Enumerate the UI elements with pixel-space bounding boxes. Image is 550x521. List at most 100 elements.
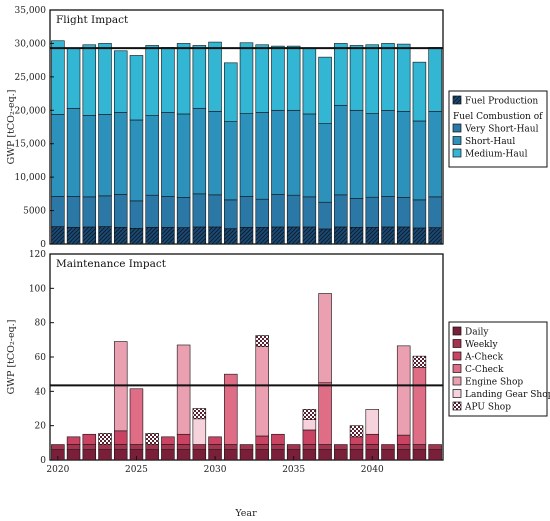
flight-bar-fuel-production-2026 — [145, 226, 159, 245]
flight-bar-medium-haul-2033 — [255, 44, 269, 113]
flight-bar-short-haul-2033 — [255, 111, 269, 200]
flight-bar-medium-haul-2037 — [318, 56, 332, 124]
maintenance-bar-daily-2039 — [349, 449, 364, 461]
flight-y-tick-label: 30,000 — [15, 39, 47, 49]
maintenance-bar-daily-2034 — [271, 449, 285, 461]
maintenance-bar-c-check-2031 — [224, 373, 238, 445]
flight-legend-subheading: Fuel Combustion of — [453, 112, 543, 122]
maintenance-bar-daily-2037 — [318, 449, 332, 461]
maintenance-bar-a-check-2021 — [66, 436, 81, 445]
flight-legend-label: Short-Haul — [465, 137, 515, 147]
maintenance-bars — [51, 293, 442, 461]
flight-bar-very-short-haul-2033 — [255, 198, 269, 228]
flight-bar-medium-haul-2043 — [412, 61, 427, 122]
flight-bar-short-haul-2029 — [192, 107, 207, 195]
maintenance-bar-weekly-2029 — [192, 444, 207, 450]
maintenance-bar-weekly-2030 — [208, 444, 222, 450]
maintenance-bar-weekly-2037 — [318, 444, 332, 450]
maintenance-legend-swatch — [452, 339, 462, 348]
flight-bar-short-haul-2038 — [334, 104, 348, 196]
maintenance-bar-a-check-2022 — [82, 433, 97, 445]
flight-bar-medium-haul-2021 — [66, 47, 81, 109]
maintenance-bar-daily-2021 — [66, 449, 81, 461]
flight-bar-short-haul-2026 — [145, 115, 159, 196]
flight-legend-label: Very Short-Haul — [464, 125, 539, 135]
maintenance-bar-daily-2042 — [396, 449, 411, 461]
maintenance-bar-engine-shop-2033 — [255, 346, 269, 437]
maintenance-bar-weekly-2026 — [145, 444, 159, 450]
maintenance-bar-weekly-2044 — [428, 444, 442, 450]
flight-bar-fuel-production-2037 — [318, 228, 332, 245]
flight-y-tick-label: 25,000 — [15, 73, 47, 83]
x-tick-label: 2030 — [204, 465, 227, 475]
maintenance-bar-engine-shop-2028 — [176, 344, 191, 435]
maintenance-bar-apu-shop-2033 — [255, 335, 269, 348]
flight-bar-medium-haul-2038 — [334, 43, 348, 106]
flight-bar-fuel-production-2020 — [51, 226, 65, 245]
flight-bar-fuel-production-2023 — [98, 226, 112, 245]
flight-bars — [51, 40, 442, 245]
maintenance-bar-weekly-2021 — [66, 444, 81, 450]
flight-impact-panel: 0 5000 10,000 15,000 20,000 25,000 30,000 35,00… — [6, 6, 548, 250]
flight-bar-short-haul-2027 — [161, 111, 175, 197]
flight-bar-fuel-production-2042 — [396, 226, 411, 245]
maintenance-bar-weekly-2032 — [239, 444, 254, 450]
flight-bar-very-short-haul-2024 — [113, 194, 128, 228]
maintenance-bar-daily-2036 — [302, 449, 317, 461]
flight-bar-fuel-production-2024 — [113, 226, 128, 245]
flight-y-tick-label: 10,000 — [15, 173, 47, 183]
maintenance-plot-frame — [49, 253, 444, 461]
flight-bar-very-short-haul-2030 — [208, 194, 222, 228]
flight-bar-very-short-haul-2023 — [98, 195, 112, 227]
maintenance-bar-weekly-2022 — [82, 444, 97, 450]
maintenance-y-tick-label: 60 — [35, 353, 47, 363]
flight-y-tick-label: 5000 — [23, 207, 46, 217]
maintenance-bar-weekly-2028 — [176, 444, 191, 450]
flight-legend-swatch — [452, 148, 462, 158]
flight-bar-very-short-haul-2036 — [302, 196, 317, 228]
flight-bar-very-short-haul-2026 — [145, 194, 159, 228]
maintenance-bar-a-check-2024 — [113, 430, 128, 445]
maintenance-bar-weekly-2041 — [381, 444, 395, 450]
maintenance-bar-landing-gear-shop-2029 — [192, 418, 207, 445]
flight-bar-medium-haul-2041 — [381, 43, 395, 111]
flight-bar-medium-haul-2030 — [208, 41, 222, 112]
x-tick-label: 2025 — [125, 465, 148, 475]
flight-bar-short-haul-2024 — [113, 111, 128, 195]
maintenance-bar-daily-2044 — [428, 449, 442, 461]
flight-legend-label: Medium-Haul — [465, 150, 528, 160]
flight-bar-fuel-production-2032 — [239, 226, 254, 245]
maintenance-bar-weekly-2040 — [365, 444, 379, 450]
maintenance-bar-daily-2031 — [224, 449, 238, 461]
flight-bar-very-short-haul-2039 — [349, 198, 364, 228]
maintenance-bar-weekly-2043 — [412, 444, 427, 450]
flight-legend: Fuel Production Fuel Combustion of Very Sh… — [448, 90, 548, 168]
maintenance-y-tick-label: 100 — [29, 284, 46, 294]
maintenance-bar-weekly-2023 — [98, 444, 112, 450]
x-tick-label: 2035 — [282, 465, 305, 475]
maintenance-bar-daily-2032 — [239, 449, 254, 461]
flight-bar-short-haul-2043 — [412, 120, 427, 201]
x-tick-label: 2020 — [46, 465, 69, 475]
flight-bar-fuel-production-2034 — [271, 226, 285, 245]
maintenance-x-ticks: 2020 2025 2030 2035 2040 — [46, 456, 384, 475]
flight-bar-very-short-haul-2025 — [129, 200, 144, 229]
flight-bar-short-haul-2028 — [176, 113, 191, 198]
maintenance-bar-a-check-2027 — [161, 436, 175, 445]
flight-bar-very-short-haul-2021 — [66, 196, 81, 228]
flight-bar-very-short-haul-2042 — [396, 197, 411, 228]
flight-bar-fuel-production-2033 — [255, 226, 269, 245]
maintenance-legend-label: A-Check — [464, 353, 504, 363]
maintenance-y-tick-label: 120 — [29, 250, 46, 260]
maintenance-legend-swatch — [452, 326, 462, 336]
flight-legend-swatch — [452, 123, 462, 133]
maintenance-legend-swatch — [452, 351, 462, 361]
maintenance-bar-a-check-2036 — [302, 429, 317, 445]
flight-bar-short-haul-2023 — [98, 114, 112, 197]
maintenance-bar-apu-shop-2023 — [98, 433, 112, 445]
flight-bar-fuel-production-2041 — [381, 226, 395, 245]
maintenance-bar-weekly-2042 — [396, 444, 411, 450]
x-tick-label: 2040 — [361, 465, 384, 475]
flight-bar-very-short-haul-2031 — [224, 199, 238, 229]
flight-bar-medium-haul-2026 — [145, 45, 159, 116]
